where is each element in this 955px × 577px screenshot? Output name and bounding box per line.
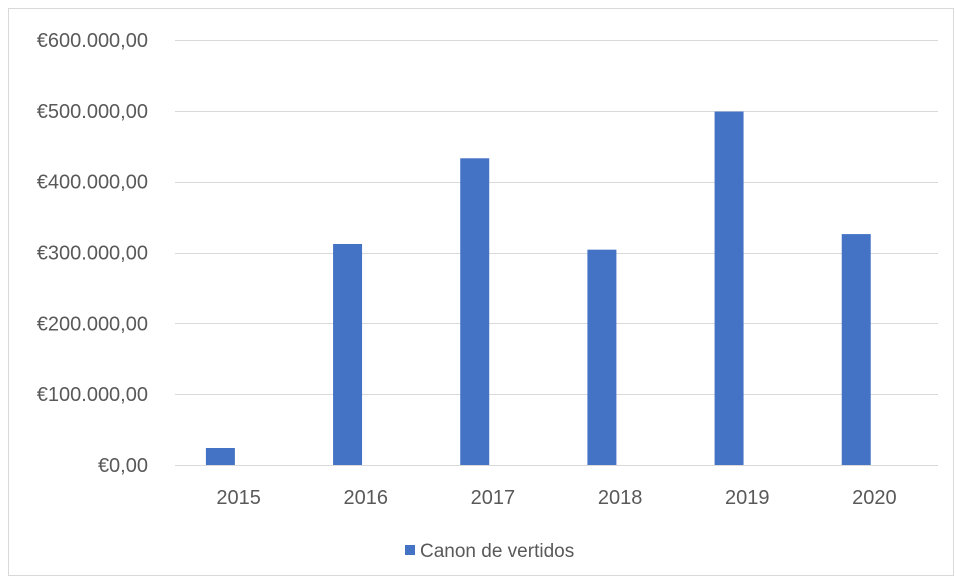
bar-2016 xyxy=(333,244,363,465)
bar-2018 xyxy=(587,249,617,465)
y-tick-label: €400.000,00 xyxy=(37,172,148,194)
bars xyxy=(205,111,871,466)
y-tick-label: €600.000,00 xyxy=(37,30,148,52)
bar-2017 xyxy=(460,158,490,465)
x-tick-label: 2015 xyxy=(216,487,261,509)
x-tick-label: 2018 xyxy=(598,487,643,509)
bar-2020 xyxy=(841,234,871,465)
y-tick-label: €500.000,00 xyxy=(37,101,148,123)
x-tick-label: 2019 xyxy=(725,487,770,509)
y-tick-label: €200.000,00 xyxy=(37,313,148,335)
bar-2019 xyxy=(714,111,744,466)
y-tick-label: €0,00 xyxy=(98,455,148,477)
legend-swatch xyxy=(405,545,415,555)
x-tick-label: 2017 xyxy=(471,487,516,509)
bar-2015 xyxy=(205,448,235,465)
y-tick-label: €300.000,00 xyxy=(37,243,148,265)
gridlines xyxy=(175,40,938,466)
y-tick-label: €100.000,00 xyxy=(37,384,148,406)
x-tick-label: 2016 xyxy=(344,487,389,509)
legend: Canon de vertidos xyxy=(405,541,574,562)
x-tick-label: 2020 xyxy=(852,487,897,509)
y-axis-tick-labels: €0,00 €100.000,00 €200.000,00 €300.000,00 €4… xyxy=(37,30,148,477)
legend-label: Canon de vertidos xyxy=(420,541,574,562)
x-axis-tick-labels: 2015 2016 2017 2018 2019 2020 xyxy=(216,487,896,509)
